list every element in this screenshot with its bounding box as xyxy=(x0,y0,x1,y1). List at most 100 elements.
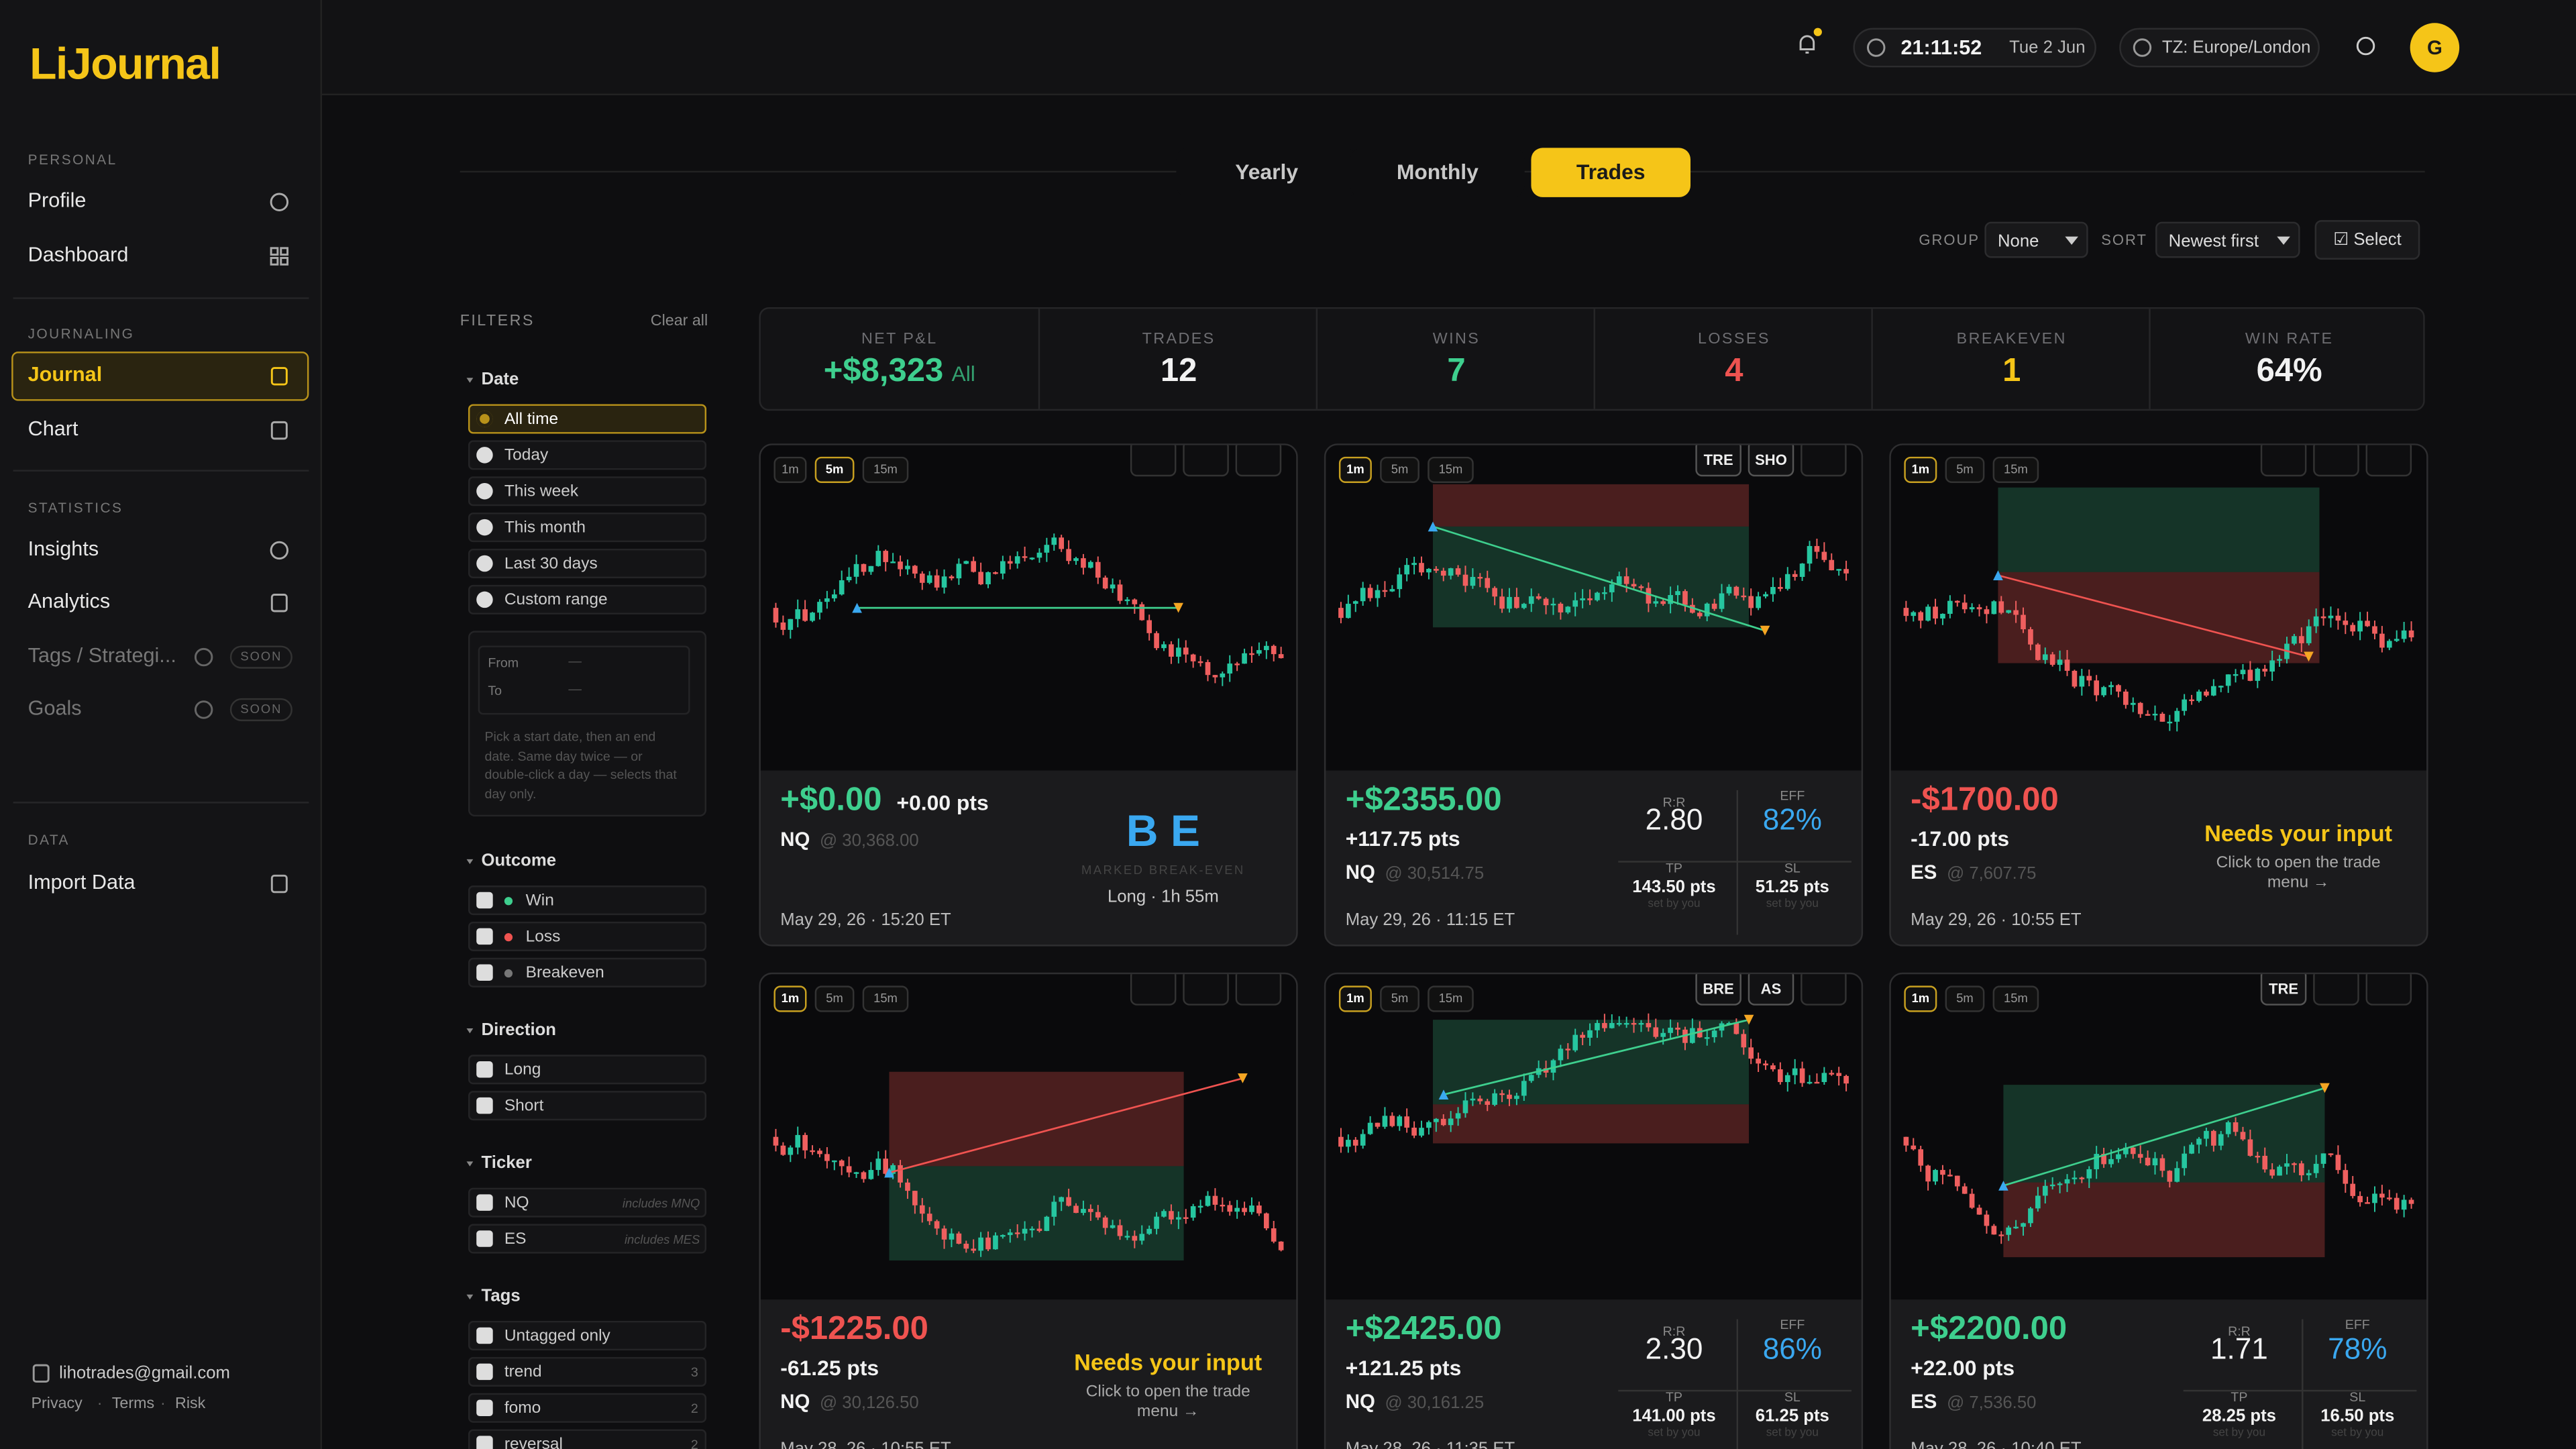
timeframe[interactable]: 15m xyxy=(862,985,909,1012)
timeframe[interactable]: 15m xyxy=(1992,456,2039,484)
entry-price: @ 30,514.75 xyxy=(1385,864,1485,884)
sl-label: SL xyxy=(2349,1389,2366,1405)
tag-slot[interactable] xyxy=(1183,445,1229,477)
nav-item[interactable]: Import Data xyxy=(28,870,136,894)
filter-option[interactable]: Long xyxy=(468,1055,707,1085)
tag-slot[interactable] xyxy=(1130,445,1177,477)
option-count: 3 xyxy=(690,1365,698,1381)
timeframe[interactable]: 5m xyxy=(1380,456,1419,484)
timeframe[interactable]: 5m xyxy=(814,985,855,1012)
tag[interactable]: BRE xyxy=(1695,974,1741,1006)
tag-slot[interactable] xyxy=(1130,974,1177,1006)
candle-body xyxy=(1242,653,1247,664)
filter-option[interactable]: Short xyxy=(468,1091,707,1121)
candle-body xyxy=(1784,1075,1790,1082)
filter-option[interactable]: Untagged only xyxy=(468,1320,707,1351)
filter-option[interactable]: This week xyxy=(468,476,707,506)
tag-slot[interactable] xyxy=(1801,974,1847,1006)
footer-link[interactable]: Terms xyxy=(111,1395,155,1413)
nav-item[interactable]: Insights xyxy=(28,537,99,561)
tab[interactable]: Yearly xyxy=(1176,148,1357,197)
filter-option[interactable]: Custom range xyxy=(468,584,707,614)
clear-filters[interactable]: Clear all xyxy=(650,312,708,331)
trade-card[interactable]: 1m 5m 15m TRE SHO +$2355.00 +117.75 pts NQ @ 30,… xyxy=(1324,443,1864,947)
footer-link[interactable]: Privacy xyxy=(31,1395,83,1413)
trade-line xyxy=(1443,1018,1750,1095)
timeframe[interactable]: 1m xyxy=(1338,985,1372,1012)
trade-chart xyxy=(760,445,1297,771)
candle-body xyxy=(1623,1022,1629,1025)
filter-option[interactable]: NQ includes MNQ xyxy=(468,1187,707,1218)
candle-body xyxy=(1470,577,1476,586)
sort-select[interactable]: Newest first xyxy=(2155,221,2300,258)
nav-item[interactable]: Goals xyxy=(28,696,82,720)
group-select[interactable]: None xyxy=(1984,221,2088,258)
timeframe[interactable]: 5m xyxy=(1945,985,1985,1012)
candle-body xyxy=(934,575,940,588)
tag-slot[interactable] xyxy=(1183,974,1229,1006)
tab[interactable]: Trades xyxy=(1531,148,1691,197)
tab[interactable]: Monthly xyxy=(1350,148,1525,197)
tag-slot[interactable] xyxy=(2313,974,2359,1006)
candle-body xyxy=(1829,559,1835,571)
avatar[interactable]: G xyxy=(2410,23,2460,72)
trade-card[interactable]: 1m 5m 15m +$0.00 +0.00 pts NQ @ 30,368.00 May 2… xyxy=(759,443,1298,947)
filter-option[interactable]: reversal 2 xyxy=(468,1429,707,1449)
nav-item[interactable]: Analytics xyxy=(28,590,111,613)
nav-item[interactable]: Chart xyxy=(28,417,78,441)
filter-option[interactable]: This month xyxy=(468,513,707,543)
timeframe[interactable]: 1m xyxy=(773,456,807,484)
filter-option[interactable]: Loss xyxy=(468,921,707,951)
tag[interactable]: SHO xyxy=(1748,445,1794,477)
filter-option[interactable]: trend 3 xyxy=(468,1356,707,1387)
trade-card[interactable]: 1m 5m 15m -$1700.00 -17.00 pts ES @ 7,607.75 Ma… xyxy=(1889,443,2428,947)
timeframe[interactable]: 15m xyxy=(1428,456,1474,484)
candle-body xyxy=(1176,1217,1181,1220)
tag[interactable]: TRE xyxy=(1695,445,1741,477)
candle-body xyxy=(985,572,991,585)
tag-slot[interactable] xyxy=(2365,974,2412,1006)
trade-card[interactable]: 1m 5m 15m TRE +$2200.00 +22.00 pts ES @ 7,536.5… xyxy=(1889,972,2428,1449)
tag-slot[interactable] xyxy=(2313,445,2359,477)
timeframe[interactable]: 5m xyxy=(1945,456,1985,484)
candle-body xyxy=(1550,1060,1556,1073)
filter-option[interactable]: Breakeven xyxy=(468,957,707,987)
candle-body xyxy=(1397,574,1403,590)
nav-item[interactable]: Tags / Strategi... xyxy=(28,644,176,667)
candle-body xyxy=(941,576,947,588)
timeframe[interactable]: 1m xyxy=(1904,985,1937,1012)
timeframe[interactable]: 1m xyxy=(1338,456,1372,484)
filter-group-title: Outcome xyxy=(481,851,557,871)
footer-link[interactable]: Risk xyxy=(175,1395,206,1413)
section-label: JOURNALING xyxy=(28,325,135,342)
tag-slot[interactable] xyxy=(2365,445,2412,477)
candle-body xyxy=(1022,1228,1028,1234)
nav-item[interactable]: Journal xyxy=(28,363,103,386)
timeframe[interactable]: 15m xyxy=(862,456,909,484)
filter-option[interactable]: Win xyxy=(468,885,707,916)
tag-slot[interactable] xyxy=(2260,445,2307,477)
candle-body xyxy=(2101,1154,2106,1165)
timeframe[interactable]: 1m xyxy=(773,985,807,1012)
tag-slot[interactable] xyxy=(1235,445,1282,477)
timeframe[interactable]: 15m xyxy=(1992,985,2039,1012)
filter-option[interactable]: ES includes MES xyxy=(468,1224,707,1254)
tag[interactable]: AS xyxy=(1748,974,1794,1006)
timeframe[interactable]: 5m xyxy=(814,456,855,484)
filter-option[interactable]: Last 30 days xyxy=(468,548,707,579)
filter-option[interactable]: Today xyxy=(468,440,707,470)
tag[interactable]: TRE xyxy=(2260,974,2307,1006)
filter-option[interactable]: All time xyxy=(468,404,707,434)
ticker-row: NQ @ 30,514.75 xyxy=(1346,857,1484,887)
tag-slot[interactable] xyxy=(1235,974,1282,1006)
timeframe[interactable]: 15m xyxy=(1428,985,1474,1012)
nav-item[interactable]: Profile xyxy=(28,189,87,212)
timeframe[interactable]: 5m xyxy=(1380,985,1419,1012)
trade-card[interactable]: 1m 5m 15m BRE AS +$2425.00 +121.25 pts NQ @ 30,1… xyxy=(1324,972,1864,1449)
trade-card[interactable]: 1m 5m 15m -$1225.00 -61.25 pts NQ @ 30,126.50 M… xyxy=(759,972,1298,1449)
select-button[interactable]: ☑ Select xyxy=(2314,220,2420,260)
nav-item[interactable]: Dashboard xyxy=(28,243,129,266)
timeframe[interactable]: 1m xyxy=(1904,456,1937,484)
filter-option[interactable]: fomo 2 xyxy=(468,1393,707,1423)
tag-slot[interactable] xyxy=(1801,445,1847,477)
